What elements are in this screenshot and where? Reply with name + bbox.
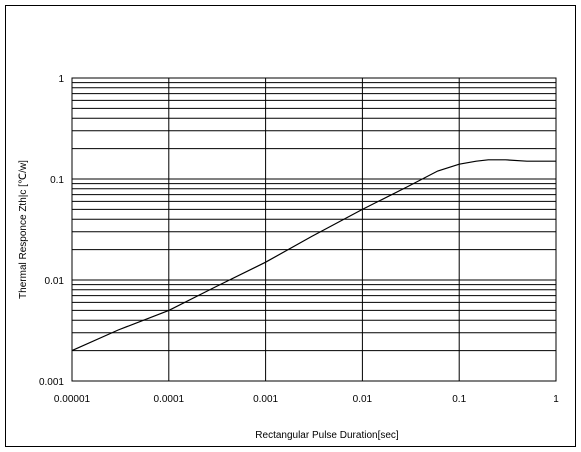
x-axis-label: Rectangular Pulse Duration[sec] [255, 430, 399, 441]
x-tick-label: 0.01 [353, 394, 373, 405]
x-tick-label: 0.0001 [154, 394, 185, 405]
y-tick-labels: 0.001 0.01 0.1 1 [39, 74, 64, 388]
series-layer [71, 159, 556, 352]
x-tick-label: 0.1 [452, 394, 466, 405]
x-tick-label: 0.001 [253, 394, 278, 405]
x-tick-label: 0.00001 [54, 394, 91, 405]
y-tick-label: 1 [58, 74, 64, 85]
series-line [71, 159, 556, 352]
vertical-grid [168, 78, 460, 381]
plot-area [71, 77, 557, 382]
horizontal-grid [72, 82, 556, 352]
x-tick-label: 1 [553, 394, 559, 405]
y-tick-label: 0.1 [50, 175, 64, 186]
y-tick-label: 0.01 [45, 276, 65, 287]
chart-frame [5, 5, 576, 447]
y-axis-label: Thermal Responce Zth|c [℃/w] [18, 160, 29, 299]
y-tick-label: 0.001 [39, 377, 64, 388]
x-tick-labels: 0.00001 0.0001 0.001 0.01 0.1 1 [54, 394, 559, 405]
